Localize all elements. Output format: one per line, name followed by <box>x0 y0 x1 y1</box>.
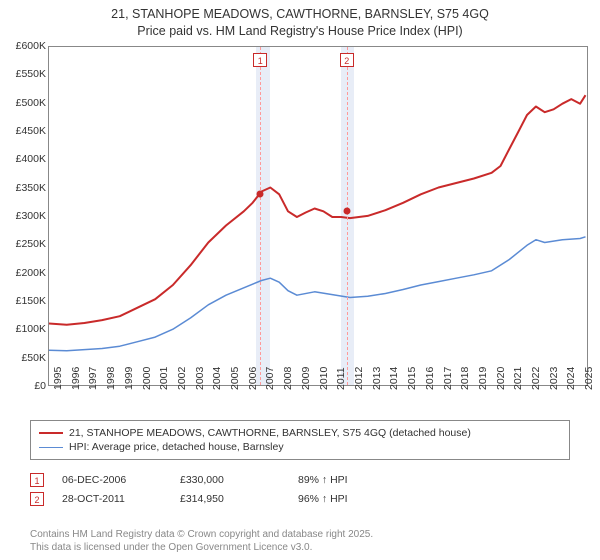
legend-swatch <box>39 432 63 434</box>
y-axis-label: £600K <box>16 40 46 52</box>
x-axis-label: 2007 <box>264 367 276 390</box>
x-axis-label: 1998 <box>105 367 117 390</box>
x-axis-label: 2004 <box>211 367 223 390</box>
footer-line-2: This data is licensed under the Open Gov… <box>30 542 312 553</box>
line-chart-svg <box>49 47 589 387</box>
marker-label: 1 <box>253 53 267 67</box>
y-axis-label: £0 <box>34 380 46 392</box>
x-axis-label: 2025 <box>583 367 595 390</box>
title-line-2: Price paid vs. HM Land Registry's House … <box>137 24 462 38</box>
chart-title: 21, STANHOPE MEADOWS, CAWTHORNE, BARNSLE… <box>0 0 600 42</box>
sale-date: 28-OCT-2011 <box>62 493 162 505</box>
marker-line <box>260 47 261 385</box>
series-price_paid <box>49 95 586 325</box>
y-axis-label: £250K <box>16 238 46 250</box>
plot-area: 12 <box>48 46 588 386</box>
x-axis-label: 2015 <box>406 367 418 390</box>
sale-date: 06-DEC-2006 <box>62 474 162 486</box>
x-axis-label: 2018 <box>459 367 471 390</box>
x-axis-label: 2011 <box>335 367 347 390</box>
sale-point-dot <box>343 208 350 215</box>
marker-line <box>347 47 348 385</box>
x-axis-label: 1996 <box>70 367 82 390</box>
legend-label: 21, STANHOPE MEADOWS, CAWTHORNE, BARNSLE… <box>69 427 471 439</box>
y-axis-label: £100K <box>16 323 46 335</box>
sale-hpi-delta: 96% ↑ HPI <box>298 493 348 505</box>
legend-swatch <box>39 447 63 448</box>
legend-item: HPI: Average price, detached house, Barn… <box>39 441 561 453</box>
x-axis-label: 2009 <box>300 367 312 390</box>
chart-container: 21, STANHOPE MEADOWS, CAWTHORNE, BARNSLE… <box>0 0 600 560</box>
x-axis-label: 2012 <box>353 367 365 390</box>
x-axis-label: 2022 <box>530 367 542 390</box>
chart-area: 12 £0£50K£100K£150K£200K£250K£300K£350K£… <box>0 46 600 406</box>
y-axis-label: £350K <box>16 182 46 194</box>
x-axis-label: 1995 <box>52 367 64 390</box>
x-axis-label: 1997 <box>87 367 99 390</box>
y-axis-label: £450K <box>16 125 46 137</box>
x-axis-label: 2020 <box>495 367 507 390</box>
footer-attribution: Contains HM Land Registry data © Crown c… <box>30 528 373 554</box>
x-axis-label: 2023 <box>548 367 560 390</box>
x-axis-label: 2016 <box>424 367 436 390</box>
x-axis-label: 2002 <box>176 367 188 390</box>
x-axis-label: 2003 <box>194 367 206 390</box>
title-line-1: 21, STANHOPE MEADOWS, CAWTHORNE, BARNSLE… <box>111 7 489 21</box>
x-axis-label: 2014 <box>388 367 400 390</box>
x-axis-label: 2000 <box>141 367 153 390</box>
sale-row: 1 06-DEC-2006 £330,000 89% ↑ HPI <box>30 473 570 487</box>
y-axis-label: £550K <box>16 68 46 80</box>
x-axis-label: 2008 <box>282 367 294 390</box>
x-axis-label: 2005 <box>229 367 241 390</box>
x-axis-label: 2019 <box>477 367 489 390</box>
series-hpi <box>49 237 586 351</box>
footer-line-1: Contains HM Land Registry data © Crown c… <box>30 529 373 540</box>
sales-table: 1 06-DEC-2006 £330,000 89% ↑ HPI 2 28-OCT-201… <box>30 468 570 511</box>
x-axis-label: 2017 <box>442 367 454 390</box>
sale-price: £314,950 <box>180 493 280 505</box>
x-axis-label: 2024 <box>565 367 577 390</box>
x-axis-label: 2021 <box>512 367 524 390</box>
legend-item: 21, STANHOPE MEADOWS, CAWTHORNE, BARNSLE… <box>39 427 561 439</box>
x-axis-label: 2013 <box>371 367 383 390</box>
y-axis-label: £500K <box>16 97 46 109</box>
y-axis-label: £150K <box>16 295 46 307</box>
y-axis-label: £200K <box>16 267 46 279</box>
sale-price: £330,000 <box>180 474 280 486</box>
marker-label: 2 <box>340 53 354 67</box>
x-axis-label: 1999 <box>123 367 135 390</box>
y-axis-label: £400K <box>16 153 46 165</box>
sale-marker-ref: 1 <box>30 473 44 487</box>
sale-point-dot <box>257 191 264 198</box>
x-axis-label: 2006 <box>247 367 259 390</box>
sale-row: 2 28-OCT-2011 £314,950 96% ↑ HPI <box>30 492 570 506</box>
y-axis-label: £300K <box>16 210 46 222</box>
x-axis-label: 2010 <box>318 367 330 390</box>
y-axis-label: £50K <box>21 352 46 364</box>
legend: 21, STANHOPE MEADOWS, CAWTHORNE, BARNSLE… <box>30 420 570 460</box>
x-axis-label: 2001 <box>158 367 170 390</box>
sale-marker-ref: 2 <box>30 492 44 506</box>
sale-hpi-delta: 89% ↑ HPI <box>298 474 348 486</box>
legend-label: HPI: Average price, detached house, Barn… <box>69 441 284 453</box>
